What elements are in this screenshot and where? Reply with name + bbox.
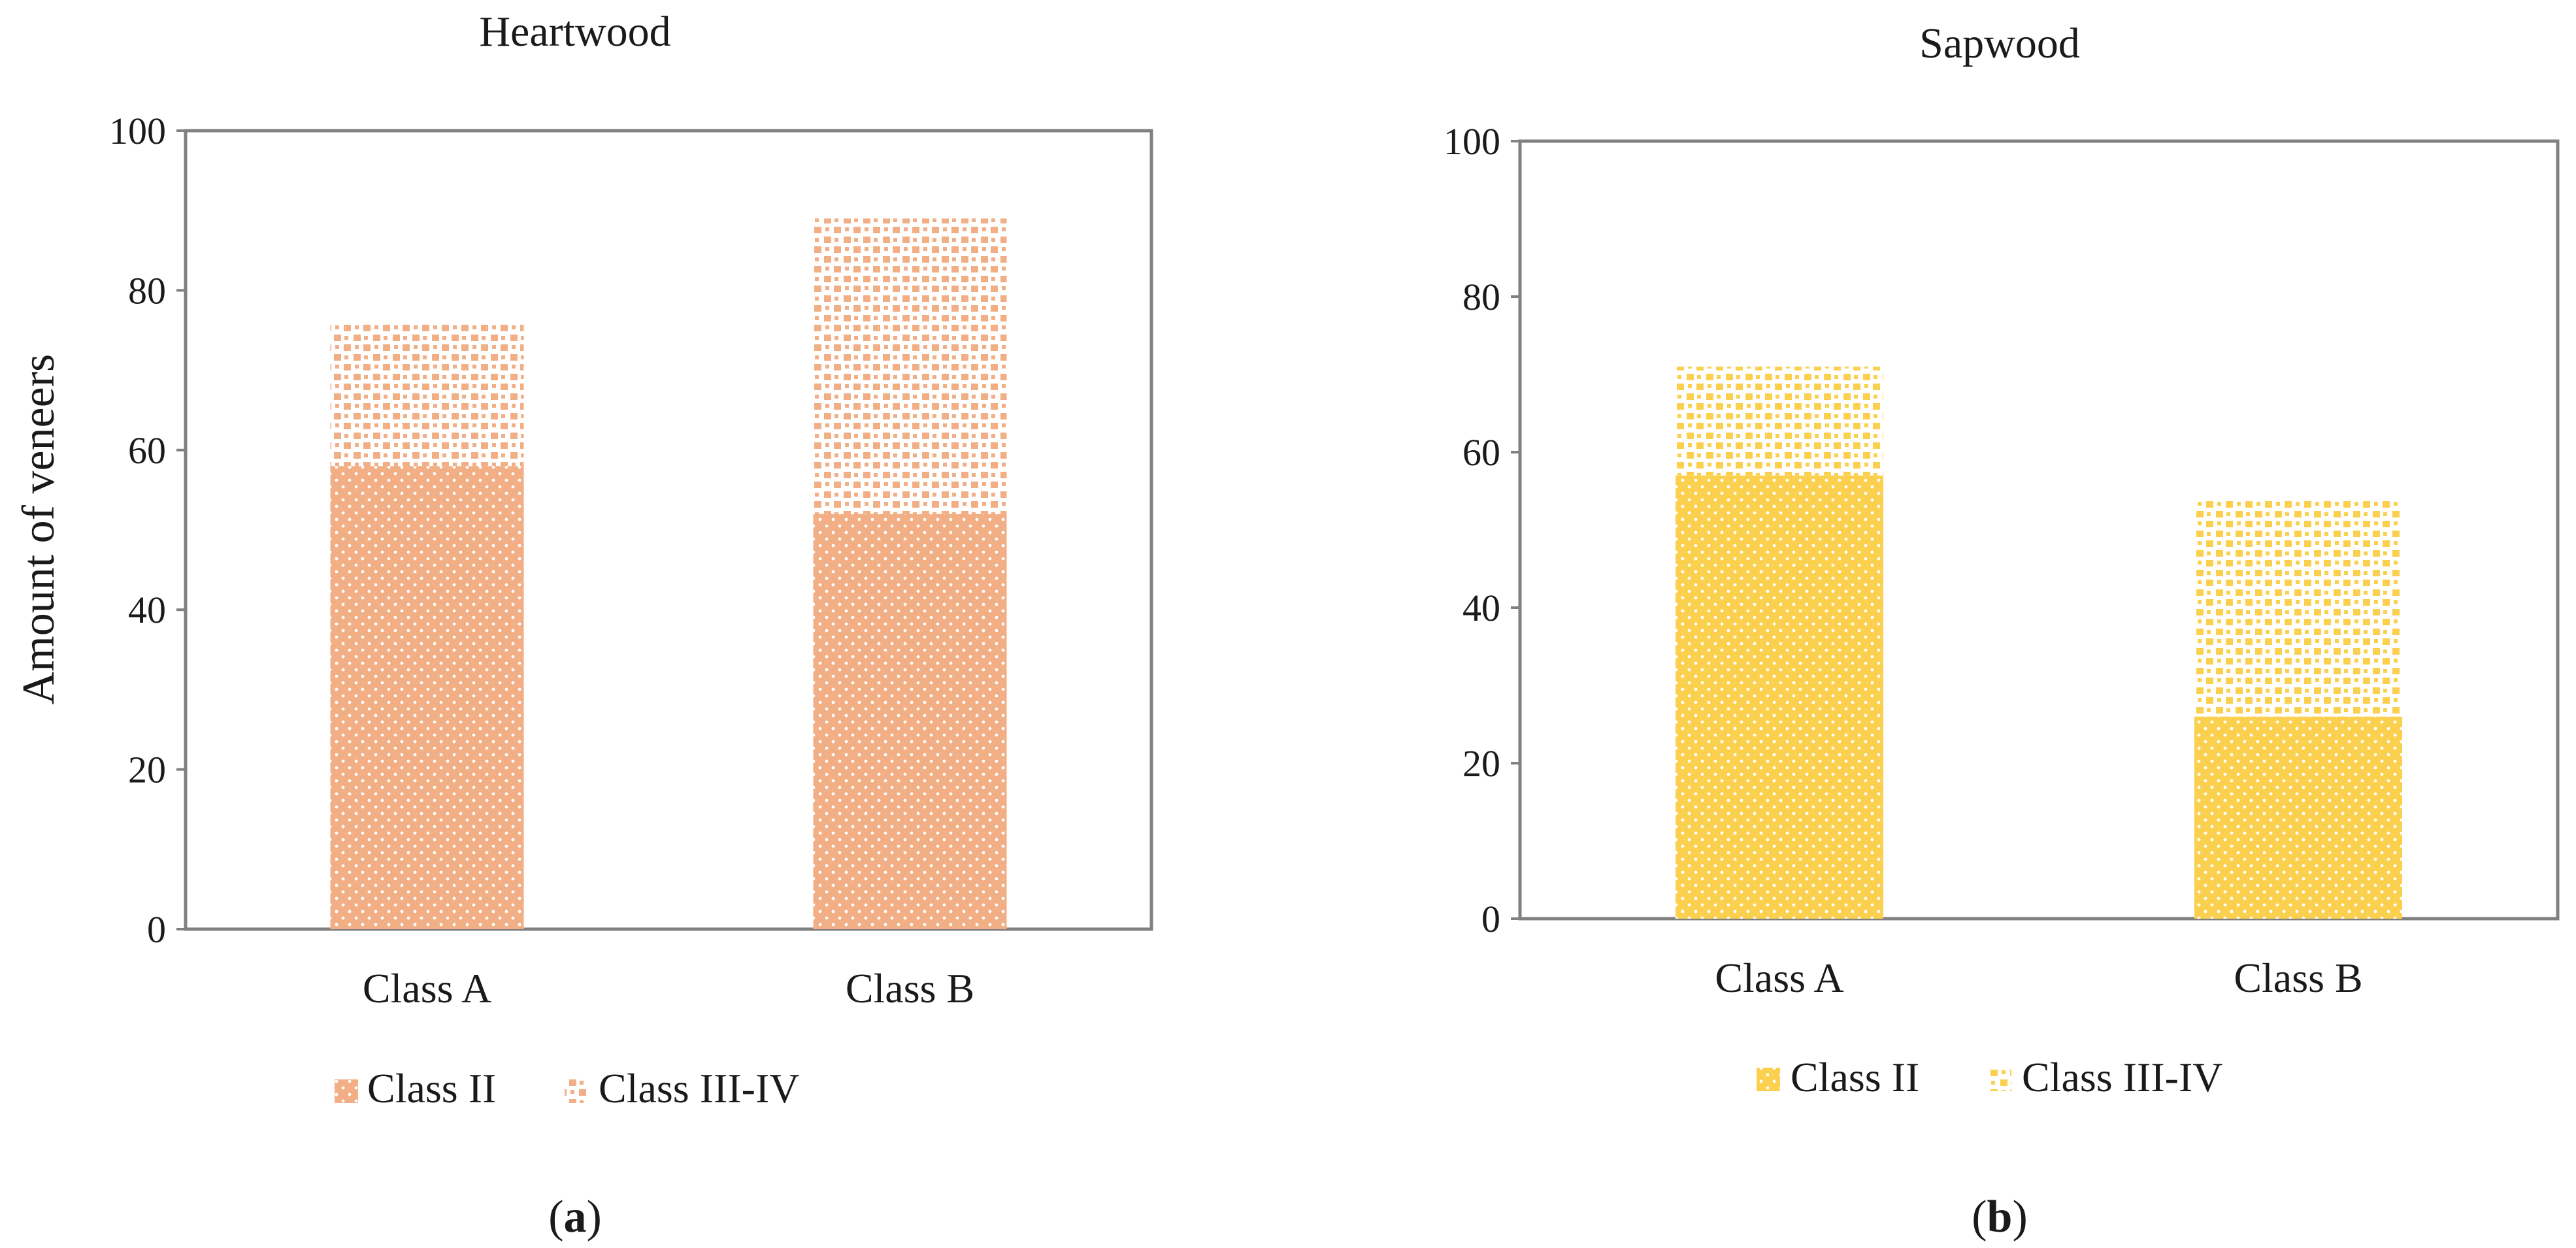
bar-class-ii-class-b [2194, 716, 2402, 919]
plot-frame [1518, 139, 2560, 921]
bar-class-iii-iv-class-b [813, 218, 1007, 514]
legend-swatch-class-iii-iv [565, 1079, 588, 1103]
panel-label: (b) [1972, 1192, 2028, 1242]
y-tick-label: 20 [128, 749, 166, 791]
y-tick-label: 40 [128, 589, 166, 631]
plot-area: 0 20 40 60 80 100 Class A Class B [1444, 120, 2560, 1001]
y-tick-label: 60 [128, 429, 166, 472]
bar-class-ii-class-b [813, 514, 1007, 929]
chart-panel-sapwood: Sapwood 0 20 40 60 80 100 Class A Class B Class… [1444, 20, 2560, 1242]
y-tick-label: 20 [1462, 742, 1500, 785]
chart-panel-heartwood: Heartwood Amount of veneers 0 20 40 60 80 100… [14, 8, 1153, 1242]
x-tick-label: Class A [1715, 955, 1843, 1001]
chart-title: Heartwood [479, 8, 670, 56]
bar-class-iii-iv-class-b [2194, 499, 2402, 717]
y-tick-label: 100 [1444, 120, 1500, 163]
y-tick-label: 100 [109, 110, 166, 152]
y-tick-label: 0 [1481, 898, 1500, 940]
x-tick-label: Class B [846, 965, 974, 1011]
y-tick-label: 80 [1462, 276, 1500, 318]
plot-frame [184, 129, 1153, 931]
legend-swatch-class-ii [335, 1079, 358, 1103]
legend-label-class-iii-iv: Class III-IV [2022, 1054, 2222, 1100]
bar-class-ii-class-a [330, 466, 524, 929]
panel-label: (a) [548, 1192, 602, 1242]
y-axis-label: Amount of veneers [14, 354, 64, 705]
legend-swatch-class-iii-iv [1988, 1068, 2011, 1091]
bar-class-ii-class-a [1676, 475, 1883, 919]
y-tick-label: 80 [128, 269, 166, 312]
bar-class-iii-iv-class-a [1676, 367, 1883, 476]
legend-label-class-ii: Class II [1791, 1054, 1919, 1100]
panel-label-letter: b [1987, 1192, 2013, 1242]
y-tick-label: 60 [1462, 431, 1500, 474]
x-tick-label: Class A [363, 965, 491, 1011]
plot-area: 0 20 40 60 80 100 Class A Class B [109, 110, 1153, 1011]
y-tick-label: 40 [1462, 587, 1500, 629]
bar-class-iii-iv-class-a [330, 322, 524, 467]
legend: Class II Class III-IV [335, 1065, 799, 1111]
chart-title: Sapwood [1919, 20, 2080, 67]
legend: Class II Class III-IV [1757, 1054, 2222, 1100]
legend-label-class-iii-iv: Class III-IV [599, 1065, 799, 1111]
panel-label-letter: a [564, 1192, 587, 1242]
legend-label-class-ii: Class II [367, 1065, 496, 1111]
legend-swatch-class-ii [1757, 1068, 1780, 1091]
y-tick-label: 0 [147, 908, 166, 951]
x-tick-label: Class B [2234, 955, 2362, 1001]
